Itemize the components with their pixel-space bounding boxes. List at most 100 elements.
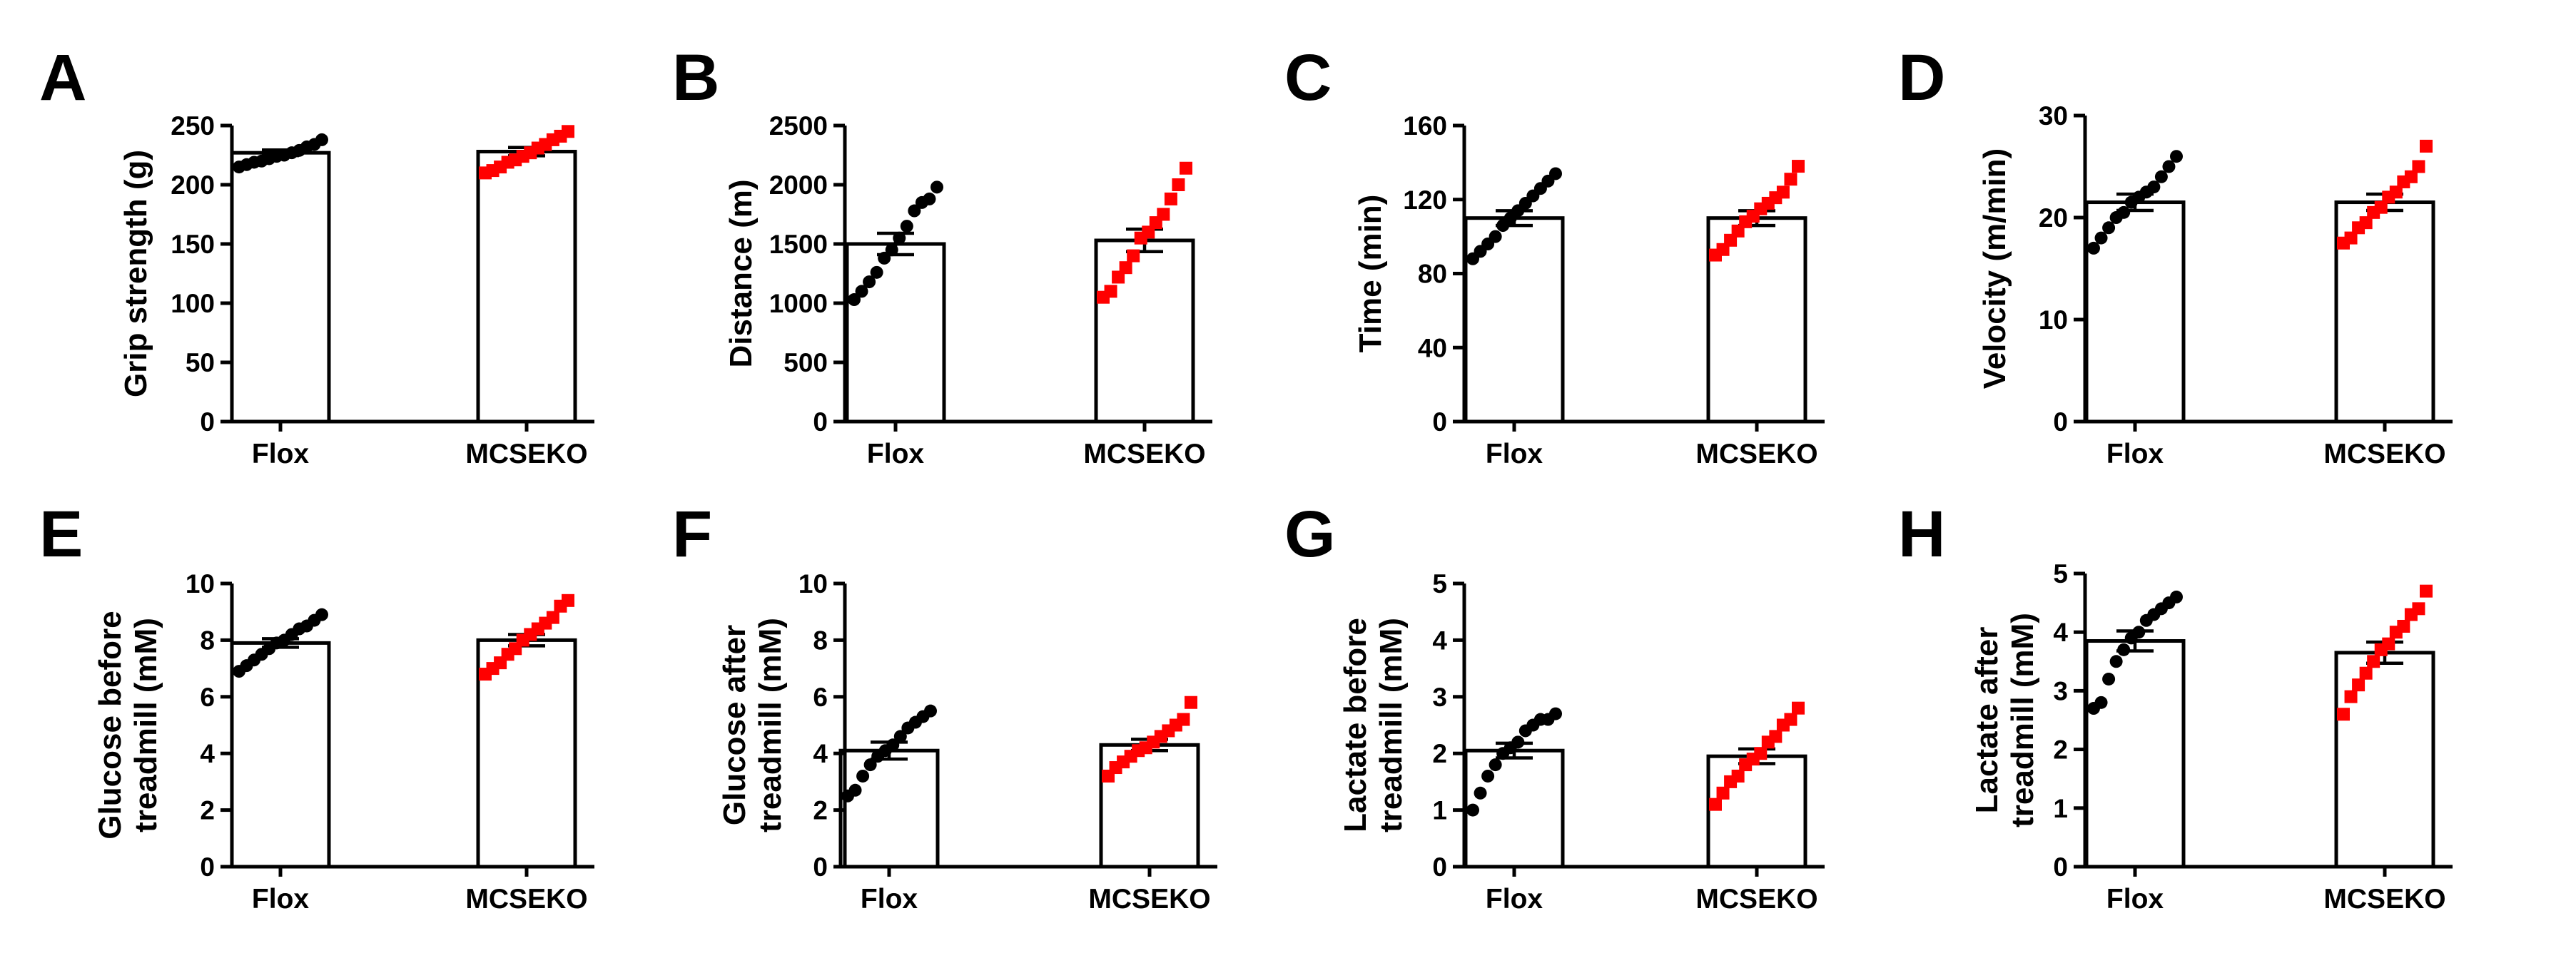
x-tick-label: Flox [1486, 439, 1543, 469]
y-tick-label: 6 [200, 683, 215, 712]
data-point-flox [1549, 707, 1562, 720]
data-point-flox [2170, 150, 2183, 163]
data-point-flox [2109, 655, 2123, 668]
x-tick-label: Flox [861, 884, 918, 914]
y-axis-label-line: treadmill (mM) [2005, 613, 2040, 827]
panel-letter: D [1898, 41, 1945, 114]
data-point-flox [848, 293, 861, 307]
panel-letter: C [1284, 41, 1332, 114]
panel-letter: A [39, 41, 86, 114]
bar-mcseko [476, 150, 577, 424]
data-point-flox [315, 133, 328, 146]
data-point-flox [863, 275, 876, 289]
y-tick-label: 2 [1432, 739, 1447, 768]
y-tick-label: 120 [1403, 185, 1447, 215]
data-point-flox [1549, 167, 1562, 180]
data-point-mcseko [1104, 285, 1117, 298]
y-tick-label: 0 [813, 407, 828, 437]
data-point-flox [315, 608, 328, 621]
panel-a: A Grip strength (g) Flox MCSEKO 0 50 100 150 200… [39, 41, 594, 469]
y-tick-label: 3 [1432, 683, 1447, 712]
panel-h: H Lactate aftertreadmill (mM) Flox MCSEKO 0 1… [1898, 498, 2453, 914]
y-axis-label-line: Glucose after [717, 625, 752, 825]
bar-flox [1464, 748, 1565, 869]
panel-d: D Velocity (m/min) Flox MCSEKO 0 10 20 30 [1898, 41, 2453, 469]
y-axis-label-line: Time (min) [1353, 195, 1388, 353]
data-point-flox [2094, 696, 2108, 709]
y-tick-label: 8 [813, 626, 828, 655]
data-point-flox [886, 738, 900, 752]
data-point-flox [870, 265, 883, 279]
data-point-flox [2170, 590, 2183, 603]
x-tick-label: Flox [867, 439, 924, 469]
y-tick-label: 0 [200, 407, 215, 437]
panel-b: B Distance (m) Flox MCSEKO 0 500 1000 1500 2000 2… [672, 41, 1212, 469]
y-tick-label: 30 [2039, 101, 2068, 131]
y-axis-label-line: Velocity (m/min) [1977, 148, 2012, 389]
data-point-flox [2117, 643, 2131, 656]
y-tick-label: 4 [1432, 626, 1447, 655]
data-point-mcseko [2359, 216, 2373, 230]
y-axis-label-line: Lactate before [1338, 618, 1373, 832]
y-tick-label: 2 [2053, 735, 2068, 765]
data-point-flox [855, 285, 868, 298]
data-point-flox [2094, 231, 2108, 245]
data-point-flox [2132, 626, 2146, 639]
data-point-mcseko [2359, 666, 2373, 680]
x-tick-label: MCSEKO [1083, 439, 1205, 469]
bar-flox [2084, 639, 2186, 869]
y-tick-label: 6 [813, 683, 828, 712]
data-point-mcseko [1792, 160, 1805, 173]
data-point-flox [908, 204, 921, 218]
data-point-mcseko [2352, 678, 2365, 692]
y-tick-label: 2 [813, 796, 828, 825]
data-point-flox [1489, 230, 1502, 243]
y-tick-label: 2500 [769, 111, 828, 141]
data-point-mcseko [2344, 690, 2358, 703]
y-axis-label: Lactate aftertreadmill (mM) [1969, 613, 2040, 827]
y-tick-label: 10 [2039, 305, 2068, 335]
data-point-mcseko [1716, 786, 1730, 800]
x-tick-label: Flox [2106, 439, 2164, 469]
y-tick-label: 8 [200, 626, 215, 655]
y-tick-label: 150 [171, 230, 215, 259]
y-tick-label: 5 [2053, 559, 2068, 589]
data-point-flox [863, 758, 877, 772]
data-point-mcseko [2337, 708, 2350, 721]
y-axis-label: Velocity (m/min) [1977, 148, 2012, 389]
data-point-mcseko [1792, 701, 1805, 715]
x-tick-label: MCSEKO [1088, 884, 1210, 914]
panel-letter: H [1898, 498, 1945, 571]
data-point-mcseko [1172, 178, 1185, 191]
bar-mcseko [476, 638, 577, 869]
y-tick-label: 2 [200, 796, 215, 825]
x-tick-label: MCSEKO [1695, 884, 1817, 914]
y-tick-label: 200 [171, 170, 215, 200]
data-point-mcseko [1784, 713, 1797, 726]
data-point-mcseko [2367, 655, 2380, 668]
data-point-flox [923, 192, 936, 205]
y-axis-label-line: Grip strength (g) [118, 150, 153, 397]
y-axis-label: Glucose aftertreadmill (mM) [717, 618, 788, 832]
data-point-flox [2102, 672, 2116, 686]
y-axis-label-line: treadmill (mM) [753, 618, 788, 832]
bar-flox [230, 151, 331, 424]
y-tick-label: 250 [171, 111, 215, 141]
data-point-mcseko [2420, 139, 2433, 153]
y-tick-label: 4 [200, 739, 215, 768]
data-point-mcseko [1776, 185, 1790, 199]
y-tick-label: 20 [2039, 203, 2068, 233]
data-point-mcseko [1164, 192, 1177, 205]
x-tick-label: MCSEKO [465, 439, 587, 469]
data-point-mcseko [2412, 160, 2425, 173]
x-tick-label: Flox [1486, 884, 1543, 914]
data-point-mcseko [2397, 619, 2410, 633]
data-point-mcseko [1185, 696, 1197, 709]
y-axis-label-line: Glucose before [93, 611, 128, 839]
y-tick-label: 1500 [769, 230, 828, 259]
y-tick-label: 3 [2053, 676, 2068, 705]
panel-letter: F [672, 498, 712, 571]
data-point-flox [930, 180, 943, 194]
y-tick-label: 100 [171, 289, 215, 318]
